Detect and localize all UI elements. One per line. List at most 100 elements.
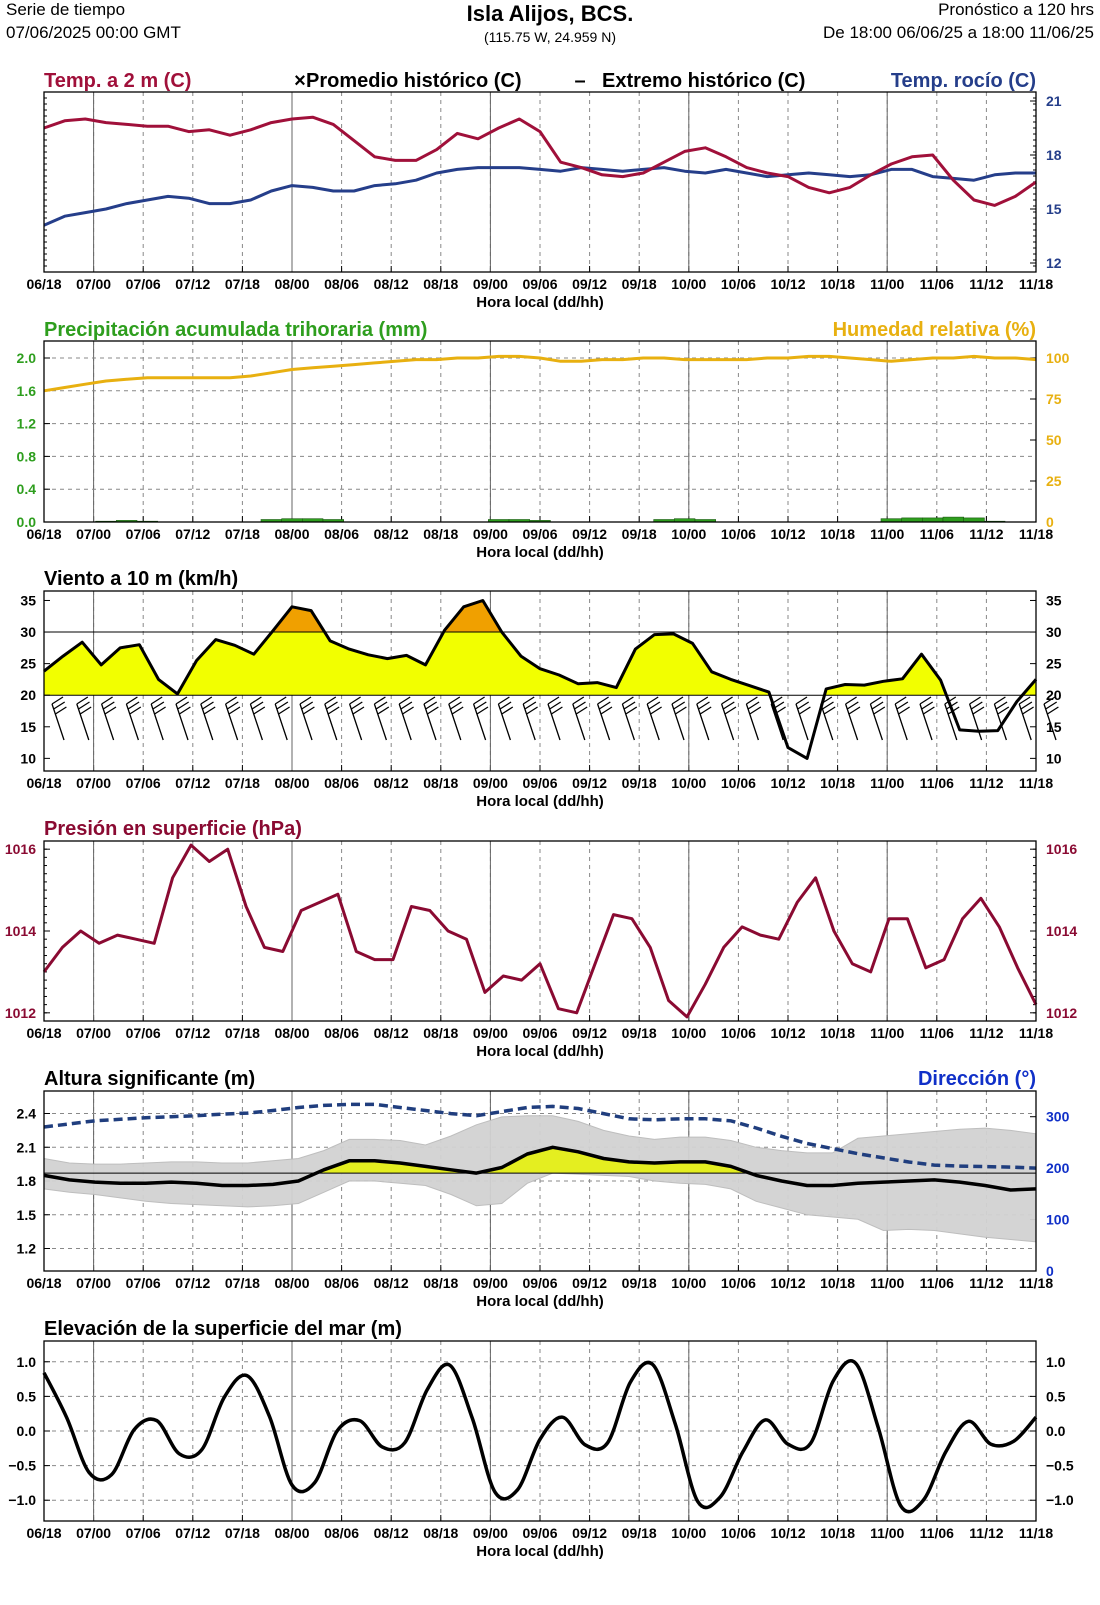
wind-xtick-label: 09/12	[572, 775, 607, 791]
wind-barb-flag	[423, 696, 436, 705]
temp-ytick-label: 12	[1046, 255, 1062, 271]
pressure-plot: 06/18 07/00 07/06 07/12 07/18 08/00 08/06 08/12…	[5, 840, 1077, 1060]
wind-barb-flag	[473, 696, 485, 705]
precip-xtick-label: 09/12	[572, 526, 607, 542]
wind-xtick-label: 11/18	[1019, 775, 1053, 791]
wind-barb-staff	[596, 703, 611, 741]
sea-plot-frame	[43, 1340, 1037, 1522]
wind-barb-flag	[1047, 706, 1059, 715]
sea-xtick-label: 10/18	[820, 1525, 855, 1541]
wave-ytick-label: 1.5	[17, 1207, 37, 1223]
wind-barb-flag	[746, 696, 758, 705]
pressure-ytick-label: 1012	[5, 1005, 36, 1021]
wind-barb-flag	[253, 706, 266, 715]
wind-barb-flag	[574, 701, 586, 710]
wind-barb-flag	[226, 701, 239, 710]
temp-xtick-label: 08/18	[423, 276, 458, 292]
wave-xtick-label: 07/06	[126, 1275, 161, 1291]
temp-xtick-label: 08/00	[274, 276, 309, 292]
wave-dir-ytick-label: 300	[1046, 1109, 1070, 1125]
wind-barb-flag	[299, 696, 312, 705]
wind-barb-flag	[944, 696, 957, 705]
sea-ytick-label: 0.0	[1046, 1423, 1066, 1439]
panel-pressure: Presión en superficie (hPa) 06/18 07/00 07…	[5, 818, 1078, 1060]
wind-barb	[646, 696, 662, 741]
precip-xaxis-label: Hora local (dd/hh)	[476, 544, 604, 561]
wind-barb-staff	[373, 703, 388, 741]
wind-barb	[299, 696, 315, 741]
wind-barb-staff	[919, 703, 933, 741]
wind-xtick-label: 11/12	[969, 775, 1003, 791]
wind-barb	[993, 696, 1010, 741]
wind-barb-flag	[575, 706, 588, 715]
pressure-xtick-label: 08/00	[274, 1025, 309, 1041]
wind-barb-staff	[1043, 703, 1057, 741]
wind-barb-flag	[476, 706, 489, 715]
wind-xtick-label: 09/06	[522, 775, 557, 791]
wind-barb	[968, 696, 985, 741]
wind-barb-flag	[402, 706, 414, 715]
wind-barb-flag	[870, 696, 882, 705]
wind-ytick-label: 35	[1046, 592, 1062, 608]
wind-barb-flag	[301, 701, 314, 710]
temp-xtick-label: 11/18	[1019, 276, 1053, 292]
sea-xtick-label: 06/18	[26, 1525, 61, 1541]
wind-barb	[51, 696, 67, 741]
wind-barb-staff	[968, 703, 983, 741]
wind-barb-flag	[1022, 706, 1034, 715]
wind-xtick-label: 07/06	[126, 775, 161, 791]
wind-barb	[348, 696, 365, 741]
header-forecast-range: De 18:00 06/06/25 a 18:00 11/06/25	[823, 23, 1094, 42]
wind-barb	[76, 696, 92, 741]
precip-plot-frame	[43, 340, 1037, 523]
wind-barb-flag	[127, 701, 140, 710]
wind-barb-flag	[104, 706, 117, 715]
precip-ytick-label: 0.4	[17, 481, 37, 497]
temp-xtick-label: 07/00	[76, 276, 111, 292]
wind-barb-flag	[1043, 696, 1056, 705]
wind-barb	[100, 696, 117, 741]
temperature-line	[43, 115, 1037, 207]
sea-ytick-label: 0.0	[17, 1423, 37, 1439]
precip-humidity-plot: 06/18 07/00 07/06 07/12 07/18 08/00 08/06 08/12…	[17, 340, 1070, 561]
temp-xtick-label: 11/00	[870, 276, 904, 292]
wind-barb-flag	[53, 701, 66, 710]
wind-barb	[547, 696, 563, 741]
wind-barb-flag	[795, 696, 808, 705]
sea-xtick-label: 09/18	[622, 1525, 657, 1541]
panel-precip-humidity: Precipitación acumulada trihoraria (mm) …	[17, 319, 1070, 561]
wave-xtick-label: 06/18	[26, 1275, 61, 1291]
wind-barb-flag	[724, 706, 737, 715]
wave-plot: 06/18 07/00 07/06 07/12 07/18 08/00 08/06 08/12…	[17, 1090, 1070, 1310]
wind-barb-staff	[175, 703, 189, 741]
wind-barb-staff	[51, 703, 65, 741]
wind-barb-flag	[522, 696, 535, 705]
wind-barb-flag	[625, 706, 638, 715]
wind-barb-staff	[398, 703, 412, 741]
wind-barb	[844, 696, 861, 741]
humidity-line	[43, 354, 1037, 393]
wave-ytick-label: 1.2	[17, 1241, 37, 1257]
wind-barb-flag	[102, 701, 115, 710]
wind-barb	[919, 696, 935, 741]
wind-barb-flag	[549, 701, 562, 710]
wind-barb-flag	[78, 701, 90, 710]
wind-barb-staff	[249, 703, 264, 741]
wind-ytick-label: 10	[1046, 750, 1062, 766]
wind-barb-flag	[721, 696, 733, 705]
temp-xtick-label: 10/12	[770, 276, 805, 292]
wave-xtick-label: 07/18	[225, 1275, 260, 1291]
pressure-ytick-label: 1014	[5, 923, 36, 939]
precip-xtick-label: 11/18	[1019, 526, 1053, 542]
humidity-ytick-label: 50	[1046, 432, 1062, 448]
wind-barb-flag	[551, 706, 563, 715]
precip-ytick-label: 1.2	[17, 416, 37, 432]
humidity-ytick-label: 0	[1046, 514, 1054, 530]
sea-xtick-label: 08/06	[324, 1525, 359, 1541]
sea-level-line	[42, 1359, 1038, 1514]
temp-xtick-label: 09/00	[473, 276, 508, 292]
wind-barb-flag	[698, 701, 710, 710]
wind-barb-flag	[203, 706, 216, 715]
wind-barb-flag	[400, 701, 413, 710]
wind-barb	[944, 696, 960, 741]
